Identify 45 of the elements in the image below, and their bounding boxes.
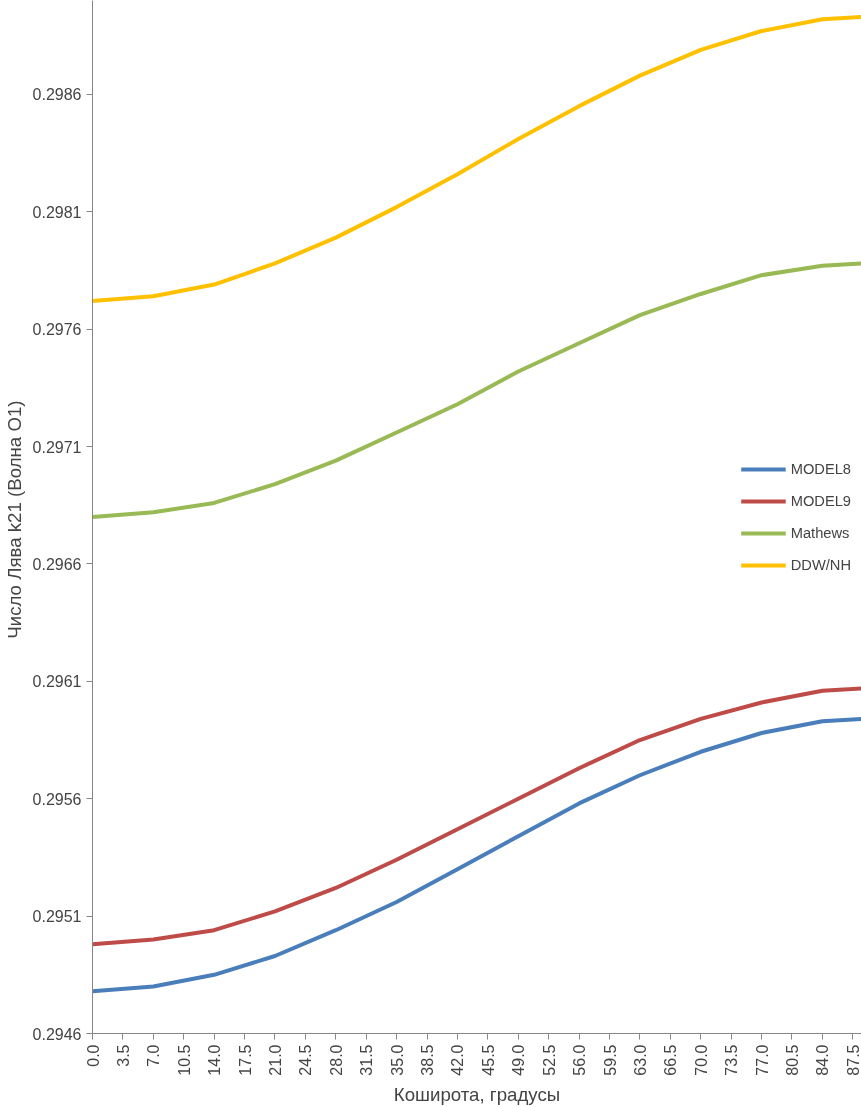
x-tick-label: 45.5 xyxy=(479,1044,497,1076)
y-tick-label: 0.2971 xyxy=(32,438,82,456)
x-tick-label: 31.5 xyxy=(358,1044,376,1076)
x-tick-label: 84.0 xyxy=(814,1044,832,1076)
x-tick-label: 63.0 xyxy=(631,1044,649,1076)
x-tick-label: 70.0 xyxy=(692,1044,710,1076)
line-series xyxy=(92,686,861,947)
line-series xyxy=(92,14,861,304)
x-tick-label: 10.5 xyxy=(175,1044,193,1076)
x-tick-label: 87.5 xyxy=(844,1044,861,1076)
x-axis-title: Коширота, градусы xyxy=(393,1083,561,1105)
x-tick-label: 0.0 xyxy=(84,1044,102,1067)
x-tick-label: 49.0 xyxy=(510,1044,528,1076)
x-tick-label: 73.5 xyxy=(723,1044,741,1076)
y-tick-label: 0.2976 xyxy=(32,321,82,339)
x-tick-label: 35.0 xyxy=(388,1044,406,1076)
y-tick-label: 0.2946 xyxy=(32,1025,82,1043)
y-tick-label: 0.2961 xyxy=(32,673,82,691)
legend-label: MODEL9 xyxy=(790,492,851,509)
x-tick-label: 28.0 xyxy=(327,1044,345,1076)
y-tick-label: 0.2956 xyxy=(32,790,82,808)
x-tick-label: 3.5 xyxy=(114,1044,132,1067)
y-tick-label: 0.2981 xyxy=(32,203,82,221)
line-series xyxy=(92,716,861,994)
x-tick-label: 38.5 xyxy=(419,1044,437,1076)
legend-label: Mathews xyxy=(790,524,850,541)
x-tick-label: 42.0 xyxy=(449,1044,467,1076)
x-tick-label: 17.5 xyxy=(236,1044,254,1076)
x-tick-label: 24.5 xyxy=(297,1044,315,1076)
x-tick-label: 7.0 xyxy=(145,1044,163,1067)
x-tick-label: 21.0 xyxy=(266,1044,284,1076)
x-tick-label: 52.5 xyxy=(540,1044,558,1076)
legend-label: DDW/NH xyxy=(790,556,851,573)
y-tick-label: 0.2986 xyxy=(32,86,82,104)
x-tick-label: 66.5 xyxy=(662,1044,680,1076)
y-tick-label: 0.2966 xyxy=(32,555,82,573)
x-tick-label: 14.0 xyxy=(206,1044,224,1076)
x-tick-label: 77.0 xyxy=(753,1044,771,1076)
y-axis-title: Число Лява k21 (Волна O1) xyxy=(3,400,25,639)
x-tick-label: 59.5 xyxy=(601,1044,619,1076)
line-series xyxy=(92,261,861,519)
legend-label: MODEL8 xyxy=(790,460,851,477)
x-tick-label: 80.5 xyxy=(783,1044,801,1076)
y-tick-label: 0.2951 xyxy=(32,908,82,926)
x-tick-label: 56.0 xyxy=(571,1044,589,1076)
